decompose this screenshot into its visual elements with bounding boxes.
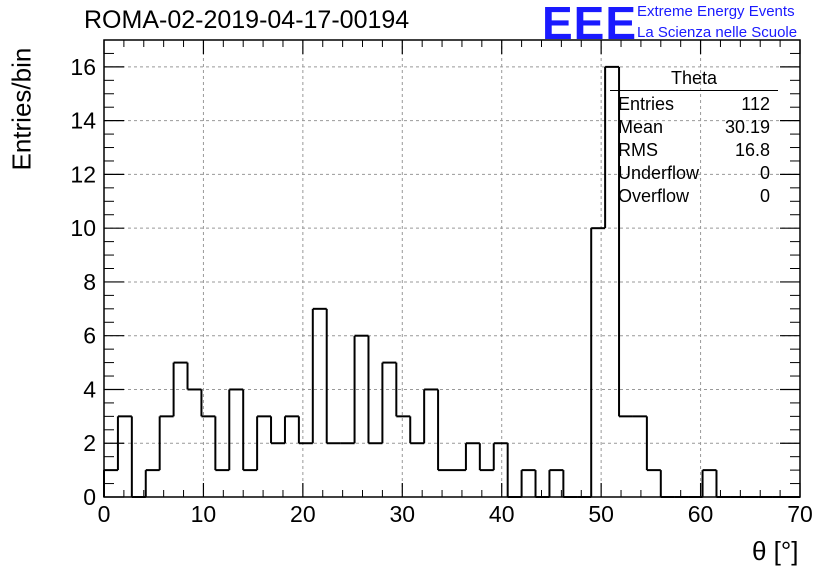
stat-value: 16.8 [734, 140, 770, 160]
stat-value: 112 [741, 94, 770, 114]
axis-ticks [103, 39, 801, 498]
x-tick-label: 20 [290, 501, 316, 527]
stat-label: Mean [618, 117, 664, 137]
x-axis-label: θ [°] [752, 536, 799, 566]
stat-label: RMS [618, 140, 658, 160]
y-tick-label: 14 [70, 108, 96, 134]
stats-title: Theta [610, 68, 778, 91]
logo-text-line2: La Scienza nelle Scuole [637, 24, 798, 41]
x-tick-label: 70 [787, 501, 813, 527]
stat-value: 30.19 [724, 117, 770, 137]
y-tick-label: 2 [83, 430, 96, 456]
x-tick-label: 50 [588, 501, 614, 527]
y-tick-label: 0 [83, 484, 96, 510]
stat-label: Underflow [618, 163, 700, 183]
stat-label: Overflow [618, 186, 690, 206]
stat-row-rms: RMS 16.8 [610, 139, 778, 162]
stat-row-overflow: Overflow 0 [610, 185, 778, 208]
stat-value: 0 [759, 163, 770, 183]
x-tick-label: 30 [389, 501, 415, 527]
x-tick-labels: 0 10 20 30 40 50 60 70 [98, 501, 813, 527]
y-tick-label: 12 [70, 161, 96, 187]
stats-box: Theta Entries 112 Mean 30.19 RMS 16.8 Un… [610, 68, 778, 208]
grid-lines [104, 40, 800, 497]
y-tick-label: 16 [70, 54, 96, 80]
x-tick-label: 0 [98, 501, 111, 527]
x-tick-label: 60 [688, 501, 714, 527]
stat-label: Entries [618, 94, 675, 114]
y-tick-label: 10 [70, 215, 96, 241]
x-tick-label: 10 [191, 501, 217, 527]
x-tick-label: 40 [489, 501, 515, 527]
y-tick-label: 4 [83, 376, 96, 402]
stat-row-underflow: Underflow 0 [610, 162, 778, 185]
chart-title: ROMA-02-2019-04-17-00194 [84, 6, 410, 34]
y-tick-label: 8 [83, 269, 96, 295]
eee-logo: EEE [542, 0, 638, 49]
stat-row-mean: Mean 30.19 [610, 116, 778, 139]
stat-value: 0 [759, 186, 770, 206]
logo-text-line1: Extreme Energy Events [637, 3, 795, 20]
stat-row-entries: Entries 112 [610, 93, 778, 116]
y-tick-labels: 0 2 4 6 8 10 12 14 16 [70, 54, 96, 510]
y-axis-label: Entries/bin [6, 47, 37, 171]
y-tick-label: 6 [83, 323, 96, 349]
